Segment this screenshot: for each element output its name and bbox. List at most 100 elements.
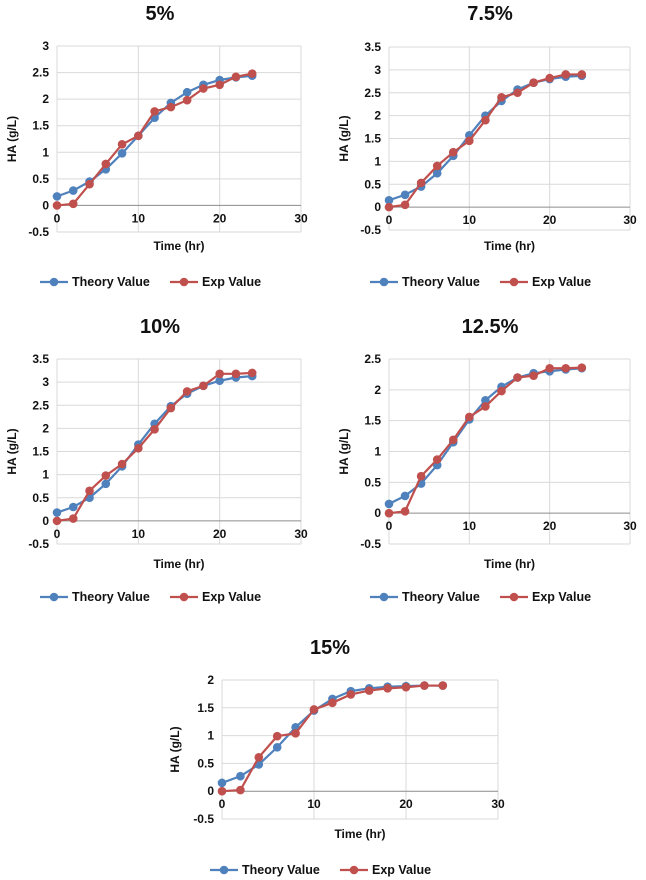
y-tick-label: 2: [207, 673, 214, 687]
data-point-exp: [254, 752, 264, 762]
y-tick-label: 1: [374, 154, 381, 168]
legend-marker-icon: [349, 865, 359, 875]
y-axis-title: HA (g/L): [337, 428, 351, 474]
legend-item-exp: Exp Value: [500, 275, 591, 289]
data-point-exp: [416, 471, 426, 481]
x-axis-title: Time (hr): [334, 827, 385, 841]
data-point-theory: [432, 168, 442, 178]
y-axis-title: HA (g/L): [5, 428, 19, 474]
y-axis-title: HA (g/L): [5, 116, 19, 162]
legend-item-theory: Theory Value: [370, 590, 480, 604]
y-tick-label: 0: [42, 198, 49, 212]
x-tick-label: 10: [132, 211, 146, 225]
legend-item-theory: Theory Value: [40, 275, 150, 289]
chart-2: 10% -0.5 0 0.5 1 1.5 2 2.5 3 3.5 0 10 20 30 Time (hr) H…: [5, 316, 308, 604]
y-tick-label: 2: [374, 109, 381, 123]
y-tick-label: 2.5: [32, 398, 49, 412]
chart-1: 7.5% -0.5 0 0.5 1 1.5 2 2.5 3 3.5 0 10 20 30 Time (hr)…: [337, 3, 637, 289]
y-tick-label: -0.5: [28, 537, 49, 551]
data-point-theory: [68, 186, 78, 195]
data-point-exp: [134, 131, 143, 141]
y-tick-label: 1: [207, 729, 214, 743]
data-point-theory: [101, 479, 111, 489]
y-tick-label: 2: [374, 383, 381, 397]
data-point-exp: [215, 80, 224, 90]
y-tick-label: 3: [42, 375, 49, 389]
y-tick-label: 3: [42, 39, 49, 53]
data-point-exp: [384, 202, 394, 212]
data-point-exp: [513, 373, 522, 382]
x-tick-label: 10: [132, 527, 146, 541]
y-tick-label: 1.5: [197, 701, 214, 715]
y-tick-label: 3.5: [32, 352, 49, 366]
data-point-exp: [481, 402, 490, 411]
legend-item-exp: Exp Value: [500, 590, 591, 604]
data-point-exp: [117, 459, 127, 469]
y-axis-title: HA (g/L): [337, 115, 351, 161]
x-axis-title: Time (hr): [484, 557, 535, 571]
x-axis-title: Time (hr): [153, 239, 204, 253]
legend-marker-icon: [179, 592, 189, 602]
legend-label: Exp Value: [372, 863, 431, 877]
x-tick-label: 0: [386, 213, 393, 227]
legend-label: Exp Value: [202, 275, 261, 289]
y-tick-label: 1.5: [32, 119, 49, 133]
y-tick-label: 1.5: [32, 445, 49, 459]
data-point-exp: [247, 69, 257, 78]
legend-item-exp: Exp Value: [170, 275, 261, 289]
legend-marker-icon: [49, 592, 59, 602]
x-tick-label: 10: [463, 519, 477, 533]
y-tick-label: 0.5: [32, 172, 49, 186]
data-point-exp: [420, 681, 429, 690]
y-tick-label: 1.5: [364, 132, 381, 146]
x-tick-label: 20: [543, 519, 557, 533]
x-tick-label: 20: [213, 211, 227, 225]
y-tick-label: 2.5: [364, 86, 381, 100]
x-tick-label: 10: [463, 213, 477, 227]
data-point-theory: [384, 195, 394, 205]
x-axis-title: Time (hr): [484, 239, 535, 253]
legend-marker-icon: [509, 277, 519, 287]
data-point-exp: [545, 73, 554, 83]
legend-marker-icon: [509, 592, 519, 602]
legend-item-exp: Exp Value: [340, 863, 431, 877]
data-point-theory: [481, 396, 490, 405]
data-point-exp: [448, 147, 458, 157]
y-tick-label: 0: [374, 506, 381, 520]
y-tick-label: -0.5: [360, 537, 381, 551]
data-point-theory: [236, 771, 245, 781]
legend-marker-icon: [49, 277, 59, 287]
series-line-theory: [56, 74, 253, 198]
legend-label: Theory Value: [242, 863, 320, 877]
data-point-exp: [529, 78, 538, 87]
data-point-exp: [545, 363, 554, 373]
data-point-exp: [432, 161, 442, 171]
data-point-theory: [52, 192, 62, 201]
legend-label: Exp Value: [202, 590, 261, 604]
data-point-theory: [400, 190, 410, 200]
data-point-exp: [291, 729, 300, 738]
y-tick-label: 2.5: [364, 352, 381, 366]
data-point-exp: [247, 368, 257, 378]
chart-title: 15%: [310, 637, 350, 659]
y-tick-label: 1: [42, 468, 49, 482]
data-point-exp: [513, 88, 522, 98]
data-point-exp: [101, 159, 111, 169]
data-point-exp: [231, 72, 241, 82]
data-point-exp: [150, 425, 159, 434]
chart-3: 12.5% -0.5 0 0.5 1 1.5 2 2.5 0 10 20 30 Time (hr) HA …: [337, 316, 637, 604]
data-point-theory: [272, 742, 282, 752]
legend-label: Theory Value: [72, 275, 150, 289]
data-point-exp: [577, 70, 587, 79]
y-tick-label: 2.5: [32, 66, 49, 80]
data-point-exp: [561, 70, 571, 79]
data-point-theory: [384, 499, 394, 509]
data-point-exp: [182, 95, 192, 105]
legend-label: Theory Value: [402, 590, 480, 604]
data-point-exp: [328, 698, 337, 708]
y-tick-label: 3: [374, 63, 381, 77]
data-point-exp: [481, 115, 490, 125]
y-tick-label: -0.5: [360, 223, 381, 237]
y-tick-label: -0.5: [193, 812, 214, 826]
